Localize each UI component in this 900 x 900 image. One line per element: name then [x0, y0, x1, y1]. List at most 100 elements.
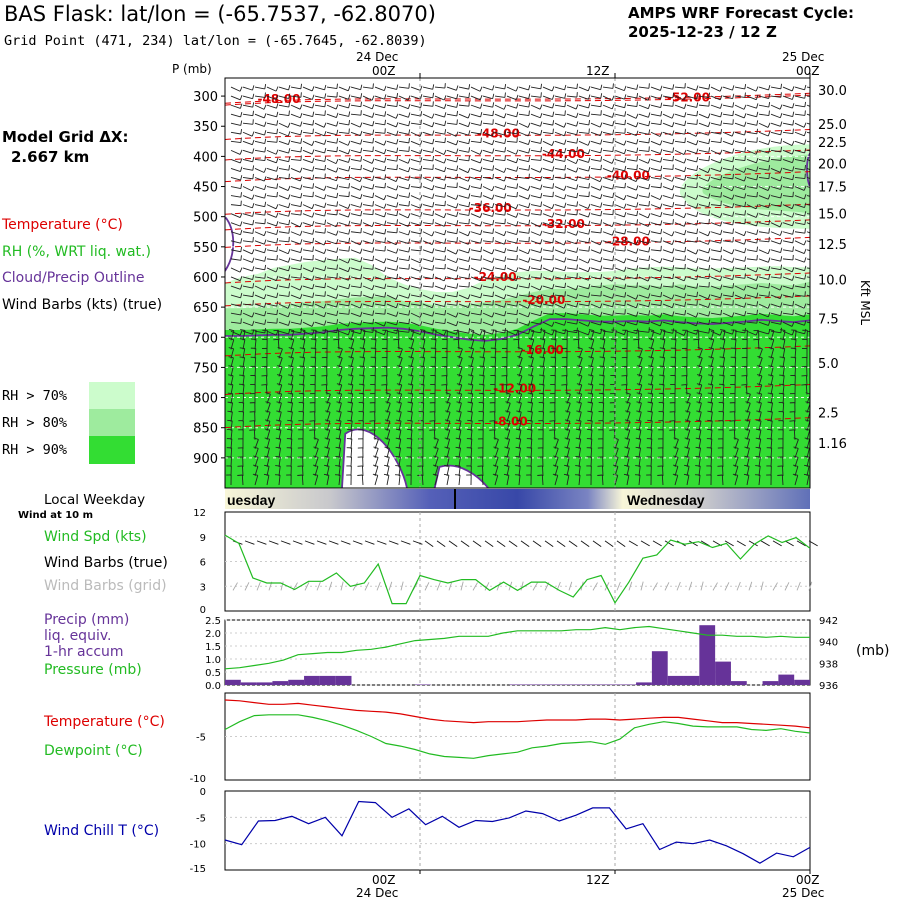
pressure-tick-label: 300 — [193, 90, 218, 105]
wind-barb-flag — [455, 257, 459, 263]
wind-barb — [650, 420, 653, 431]
wind-barb-flag — [264, 419, 271, 422]
wind-barb-flag — [719, 86, 723, 92]
wind-barb-grid — [676, 581, 681, 591]
wind-barb — [710, 303, 721, 307]
wind-barb — [506, 168, 517, 172]
wind-barb — [770, 402, 774, 413]
wind-barb — [674, 131, 685, 135]
wind-barb-flag — [624, 220, 627, 226]
wind-barb — [470, 456, 472, 467]
wind-barb-flag — [624, 455, 630, 458]
wind-barb-grid — [736, 581, 741, 591]
wind-barb — [422, 411, 424, 422]
wind-barb — [254, 240, 265, 245]
wind-barb-flag — [732, 202, 735, 209]
wind-barb — [782, 86, 793, 92]
wind-barb — [566, 140, 577, 144]
wind-barb — [626, 466, 630, 477]
wind-barb-flag — [624, 428, 630, 431]
wind-barb — [362, 267, 373, 270]
wind-barb — [482, 465, 484, 476]
wind-barb-flag — [479, 330, 483, 336]
wind-barb-flag — [420, 329, 423, 335]
wind-barb — [302, 158, 313, 164]
wind-barb-flag — [395, 248, 399, 254]
wind-barb — [566, 312, 577, 317]
wind-barbs-true-label: Wind Barbs (true) — [44, 555, 168, 571]
wind-barb-flag — [492, 156, 495, 162]
wind-barb — [398, 131, 409, 135]
wind-barb — [362, 384, 365, 395]
wind-barb-flag — [697, 356, 703, 359]
wind-barb — [362, 222, 373, 228]
rh-legend-70-swatch — [89, 382, 135, 409]
wind-barb — [542, 303, 553, 307]
wind-barb-flag — [444, 175, 447, 181]
top-hour-2: 12Z — [586, 64, 610, 78]
wind-barb-flag — [564, 164, 566, 171]
wind-barb — [614, 95, 625, 100]
wind-barb-flag — [636, 193, 639, 199]
wind-barb — [530, 303, 541, 308]
wind-barb — [674, 186, 685, 190]
wind-barb-flag — [779, 285, 783, 291]
wind-barb — [806, 140, 810, 143]
wind-barb-flag — [264, 437, 270, 440]
wind-barb — [746, 475, 750, 486]
wind-barb-flag — [385, 401, 391, 404]
wind-barb — [302, 213, 313, 218]
wind-barb — [374, 222, 385, 226]
wind-barb — [458, 285, 469, 288]
wind-barb-flag — [792, 292, 795, 298]
wind-barb — [758, 231, 769, 234]
wind-barb — [686, 249, 697, 255]
wind-barb-flag — [383, 203, 387, 209]
wind-barb-flag — [636, 410, 642, 413]
wind-barb-flag — [480, 301, 483, 307]
wind-barb-flag — [744, 138, 747, 144]
wind-barb — [494, 222, 505, 225]
wind-barb-flag — [708, 147, 711, 153]
wind-barb-flag — [552, 473, 558, 476]
wind-barb-flag — [744, 455, 750, 458]
precip-label-1: Precip (mm) — [44, 612, 130, 628]
wind-barb — [662, 177, 673, 182]
wind-barb-flag — [384, 174, 387, 180]
wind-barb — [338, 303, 349, 307]
wind-barb-flag — [275, 86, 279, 92]
wind-barb-flag — [504, 210, 506, 216]
wind-barb — [470, 158, 481, 164]
wind-barb-flag — [407, 221, 411, 227]
wind-barb-flag — [372, 255, 375, 261]
wind-barb — [650, 285, 661, 289]
wind-barb-flag — [299, 356, 305, 358]
wind-barb-flag — [480, 284, 483, 290]
wind-barb — [398, 240, 409, 244]
wind-barb-flag — [468, 84, 471, 90]
wind-barb-flag — [708, 365, 714, 368]
wind-barb-flag — [552, 292, 555, 298]
wind-barb — [662, 357, 666, 368]
wind-barb — [350, 95, 361, 99]
wind-barb-flag — [347, 140, 351, 146]
wind-barb-flag — [431, 176, 435, 182]
wind-barb — [638, 231, 649, 236]
wind-barb-flag — [384, 212, 387, 218]
wind-barb-flag — [407, 213, 411, 219]
wind-barb — [518, 104, 529, 108]
wind-barb — [230, 249, 241, 253]
wind-barb — [590, 276, 601, 280]
wind-barb-flag — [468, 155, 470, 161]
wind-barb — [758, 267, 769, 272]
wind-barb-flag — [672, 92, 675, 98]
wind-barb-flag — [432, 473, 438, 476]
wind-barb-flag — [468, 273, 470, 279]
wind-barb — [650, 249, 661, 252]
wind-barb — [518, 456, 521, 467]
wind-barb — [278, 167, 289, 171]
wind-barb — [410, 104, 421, 108]
wind-barb-flag — [480, 292, 483, 298]
wind-barb — [410, 393, 414, 404]
wind-barb — [770, 366, 774, 377]
